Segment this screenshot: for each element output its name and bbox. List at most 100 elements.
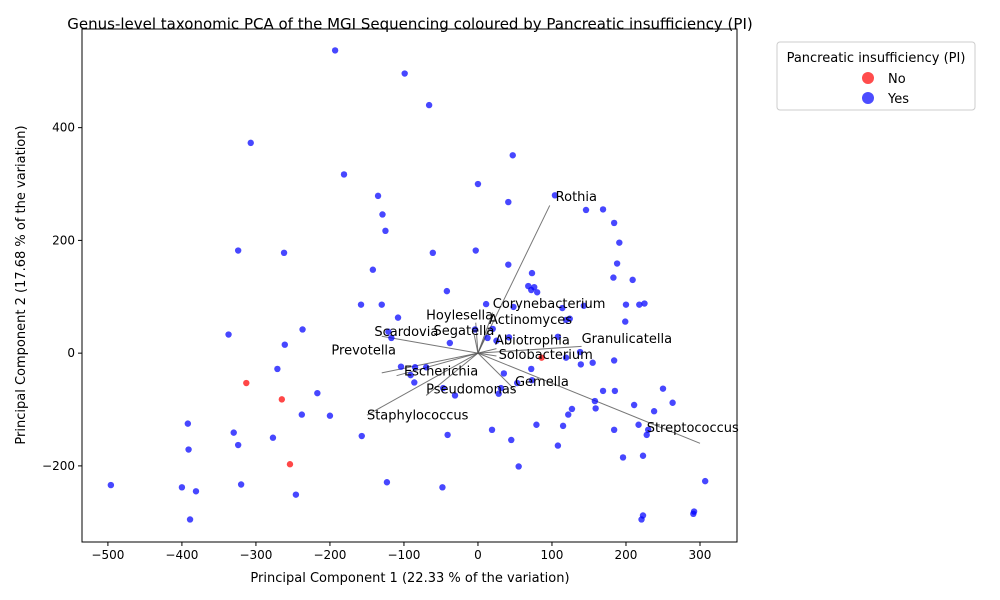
data-point-yes (484, 334, 491, 342)
x-tick-label: 0 (474, 548, 482, 562)
data-point-yes (638, 516, 645, 523)
data-point-yes (589, 359, 596, 366)
data-point-yes (382, 227, 389, 235)
loading-label-pseudomonas: Pseudomonas (426, 383, 517, 398)
data-point-yes (446, 339, 454, 347)
data-point-yes (508, 436, 515, 444)
data-point-yes (394, 314, 402, 321)
data-point-yes (471, 326, 479, 333)
data-point-yes (493, 337, 500, 344)
data-point-yes (577, 361, 585, 368)
loading-labels: Rothia CorynebacteriumHoylesellaActinomyc… (331, 190, 739, 436)
data-point-yes (533, 421, 540, 428)
data-point-yes (411, 364, 419, 371)
data-point-yes (488, 426, 496, 434)
data-point-yes (401, 70, 408, 77)
data-point-yes (298, 411, 306, 418)
loading-vectors (366, 205, 701, 444)
data-point-yes (443, 287, 451, 295)
data-point-yes (576, 348, 584, 356)
data-point-yes (237, 481, 245, 488)
data-point-yes (565, 411, 572, 418)
y-tick-label: 0 (67, 346, 75, 360)
loading-label-scardovia: Scardovia (374, 325, 438, 340)
data-point-no (243, 379, 250, 387)
data-point-no (286, 461, 294, 468)
data-point-yes (611, 387, 619, 395)
data-point-yes (528, 269, 536, 277)
data-point-yes (629, 276, 636, 284)
data-point-yes (509, 152, 516, 159)
data-point-yes (610, 274, 617, 281)
data-point-no (538, 354, 545, 361)
chart-title: Genus-level taxonomic PCA of the MGI Seq… (67, 15, 752, 33)
data-point-yes (610, 426, 618, 434)
legend-marker-yes (862, 92, 874, 104)
legend: Pancreatic insufficiency (PI) No Yes (776, 41, 976, 111)
data-point-yes (385, 328, 392, 335)
legend-label-yes: Yes (887, 92, 909, 107)
data-point-yes (292, 491, 300, 498)
data-point-yes (482, 300, 490, 308)
data-point-yes (422, 364, 430, 371)
data-point-yes (515, 463, 522, 470)
data-point-yes (505, 334, 513, 341)
data-point-yes (613, 260, 621, 267)
data-point-yes (225, 331, 232, 338)
data-point-yes (374, 192, 382, 200)
data-point-yes (411, 379, 418, 386)
data-point-yes (610, 219, 618, 227)
data-point-yes (533, 289, 541, 296)
data-point-yes (299, 326, 306, 333)
data-point-yes (528, 286, 535, 294)
loading-label-escherichia: Escherichia (404, 365, 478, 380)
data-point-yes (397, 363, 405, 370)
data-point-yes (619, 454, 627, 461)
y-axis: −200 0 200 400 (42, 121, 82, 473)
loading-label-staphylococcus: Staphylococcus (367, 409, 469, 424)
data-point-no (278, 396, 286, 403)
data-point-yes (669, 399, 676, 406)
legend-box (776, 41, 976, 111)
data-point-yes (591, 397, 599, 405)
data-point-yes (495, 390, 502, 397)
data-point-yes (280, 249, 288, 257)
data-point-yes (358, 432, 365, 440)
x-tick-label: 200 (615, 548, 638, 562)
loading-label-segatella: Segatella (434, 324, 495, 339)
legend-marker-no (862, 72, 874, 84)
data-point-yes (497, 384, 505, 392)
data-point-yes (592, 405, 599, 412)
loading-vector-prevotella (381, 352, 479, 374)
loading-label-actinomyces: Actinomyces (489, 313, 572, 328)
loading-label-corynebacterium: Corynebacterium (493, 297, 606, 312)
data-point-yes (369, 266, 377, 273)
data-point-yes (444, 431, 451, 439)
y-axis-label: Principal Component 2 (17.68 % of the va… (14, 125, 29, 444)
data-point-yes (331, 47, 339, 54)
x-axis: −500 −400 −300 −200 −100 0 100 200 300 (91, 542, 711, 562)
data-point-yes (234, 247, 242, 254)
x-tick-label: −400 (165, 548, 198, 562)
data-point-yes (630, 401, 638, 409)
legend-title: Pancreatic insufficiency (PI) (787, 51, 966, 66)
loading-label-abiotrophia: Abiotrophia (495, 334, 570, 349)
data-point-yes (510, 303, 517, 311)
data-point-yes (582, 206, 590, 214)
data-point-yes (388, 334, 395, 342)
data-point-yes (622, 301, 630, 308)
data-point-yes (610, 357, 618, 364)
data-points (107, 47, 709, 523)
data-point-yes (659, 385, 667, 392)
data-point-yes (230, 429, 237, 436)
data-point-yes (644, 426, 652, 434)
data-point-yes (474, 180, 482, 188)
data-point-yes (439, 384, 447, 392)
data-point-yes (622, 318, 629, 325)
loading-label-streptococcus: Streptococcus (647, 421, 739, 436)
data-point-yes (357, 301, 365, 308)
data-point-yes (269, 434, 277, 441)
loading-vector-solobacterium (477, 352, 497, 357)
x-tick-label: −300 (239, 548, 272, 562)
